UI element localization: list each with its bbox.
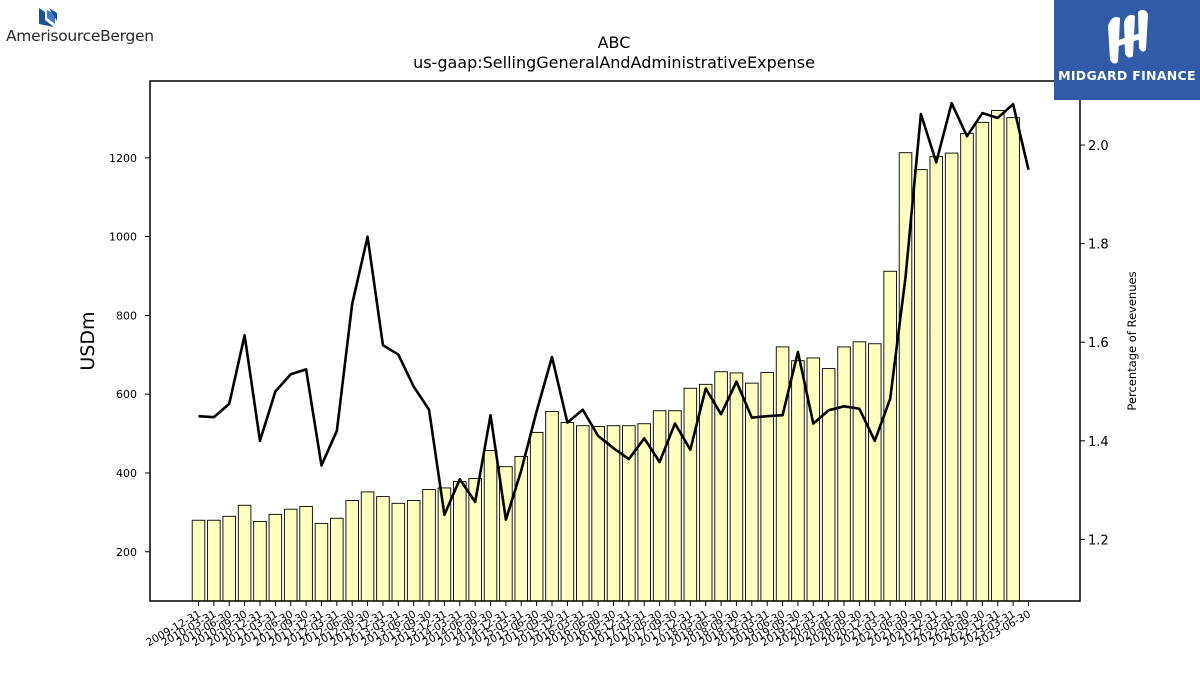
- bar: [391, 502, 406, 602]
- chart-title: ABC: [598, 33, 631, 52]
- midgard-finance-logo: MIDGARD FINANCE: [1054, 0, 1200, 100]
- bar: [345, 500, 359, 602]
- bar: [514, 455, 529, 602]
- bar: [576, 425, 590, 602]
- amerisourcebergen-logo-icon: [39, 8, 57, 27]
- bar: [929, 156, 944, 602]
- bar: [914, 169, 928, 602]
- bar: [960, 132, 974, 602]
- bar: [775, 346, 790, 602]
- bar: [453, 481, 467, 602]
- bar: [191, 519, 206, 602]
- bar: [760, 372, 774, 602]
- bar: [837, 346, 851, 602]
- midgard-finance-wordmark: MIDGARD FINANCE: [1058, 68, 1196, 83]
- y2-tick-label: 1.2: [1088, 533, 1109, 548]
- bar: [698, 383, 713, 602]
- y2-tick-label: 1.6: [1088, 336, 1109, 351]
- y-axis-label: USDm: [77, 311, 99, 370]
- chart-subtitle: us-gaap:SellingGeneralAndAdministrativeE…: [413, 53, 815, 72]
- bar: [253, 520, 267, 602]
- bar: [683, 387, 698, 602]
- y-tick-label: 800: [116, 309, 137, 322]
- bar: [330, 517, 344, 602]
- plot-frame: [149, 80, 1081, 602]
- bar: [591, 426, 605, 602]
- bar: [545, 411, 559, 602]
- bar: [560, 422, 575, 602]
- bar: [975, 121, 990, 602]
- bar: [668, 410, 682, 602]
- y-tick-label: 200: [116, 546, 137, 559]
- bar: [883, 270, 897, 602]
- bar: [652, 410, 667, 602]
- y-tick-label: 1200: [109, 152, 137, 165]
- bar: [868, 343, 882, 602]
- y-tick-label: 1000: [109, 231, 137, 244]
- bar: [360, 491, 375, 602]
- bar: [852, 341, 867, 602]
- bar: [729, 372, 744, 602]
- bar: [237, 504, 252, 602]
- y-tick-label: 600: [116, 388, 137, 401]
- amerisourcebergen-wordmark: AmerisourceBergen: [6, 27, 154, 45]
- bar: [529, 431, 544, 602]
- bar: [1006, 117, 1020, 602]
- bar: [422, 489, 436, 602]
- y-tick-label: 400: [116, 467, 137, 480]
- y2-tick-label: 1.8: [1088, 238, 1109, 253]
- midgard-finance-logo-icon: [1108, 9, 1148, 64]
- y2-tick-label: 1.4: [1088, 435, 1109, 450]
- bar: [806, 357, 821, 602]
- bar: [990, 110, 1005, 602]
- revenue-pct-line: [198, 101, 1030, 521]
- bar: [268, 513, 283, 602]
- bar: [299, 506, 313, 602]
- bar: [207, 519, 221, 602]
- bar: [791, 360, 805, 602]
- bar: [944, 152, 959, 602]
- bar: [222, 515, 236, 602]
- bar: [283, 508, 298, 602]
- bar: [406, 500, 421, 602]
- bar: [483, 450, 498, 602]
- y2-tick-label: 2.0: [1088, 139, 1109, 154]
- bar: [637, 423, 651, 602]
- bar: [821, 368, 836, 602]
- amerisourcebergen-logo: AmerisourceBergen: [6, 6, 166, 46]
- bar: [314, 522, 329, 602]
- y2-axis-label: Percentage of Revenues: [1125, 271, 1139, 410]
- bar: [376, 496, 390, 602]
